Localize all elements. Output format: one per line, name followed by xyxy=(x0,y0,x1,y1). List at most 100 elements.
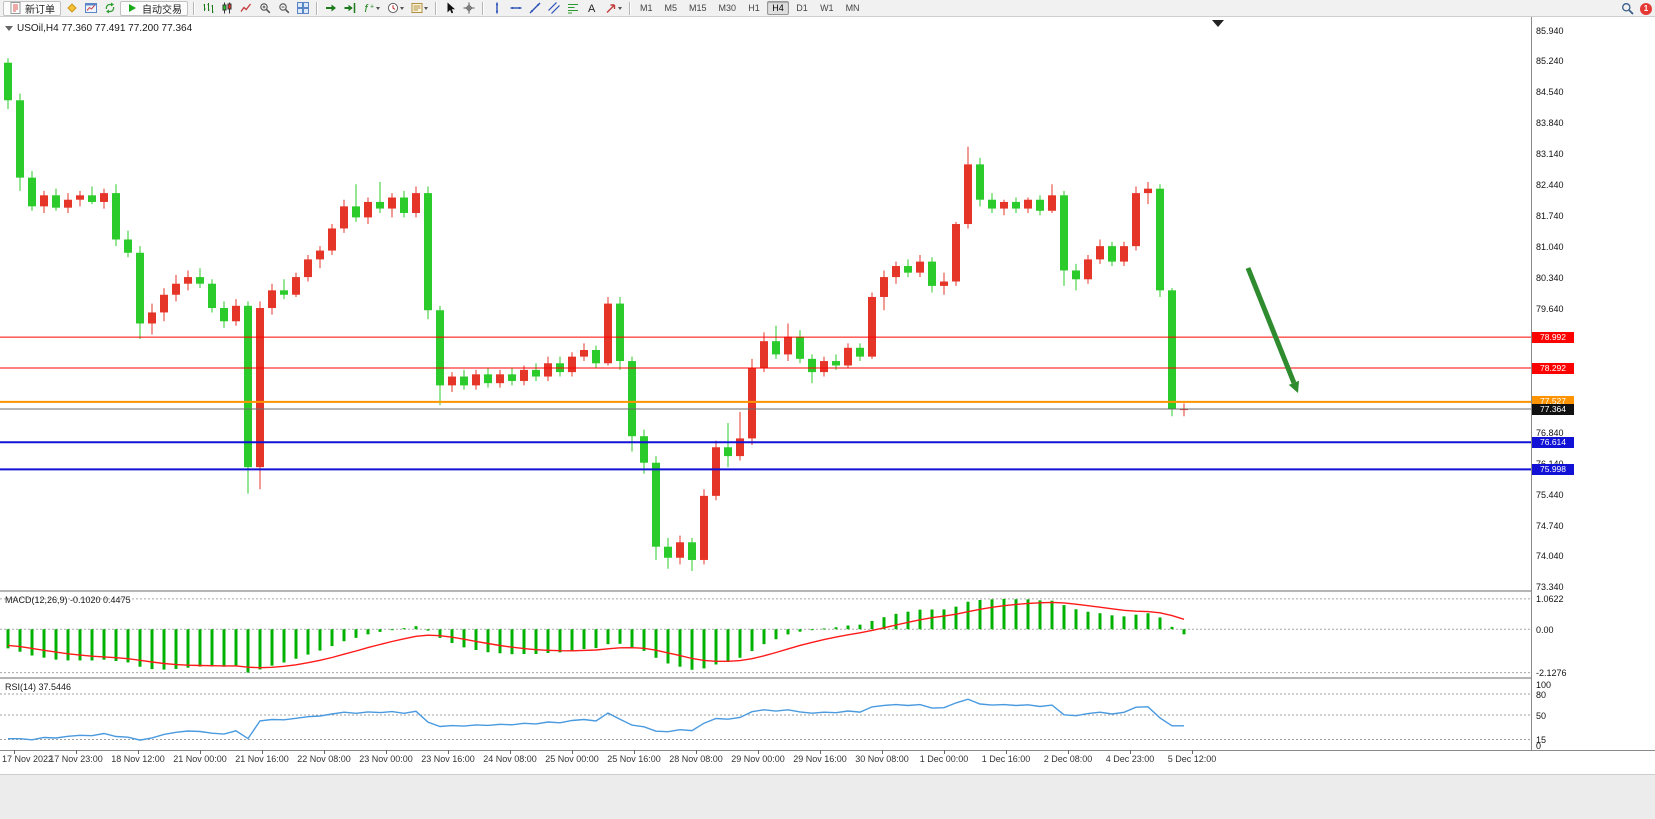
chart-shift-marker[interactable] xyxy=(1212,20,1224,27)
macd-histogram-bar xyxy=(234,629,238,666)
macd-histogram-bar xyxy=(606,629,610,645)
candle-up xyxy=(160,294,168,313)
time-label: 4 Dec 23:00 xyxy=(1105,754,1155,764)
chart-window-button[interactable] xyxy=(82,1,99,16)
time-axis[interactable]: 17 Nov 2022 17 Nov 23:00 18 Nov 12:00 21 No… xyxy=(0,750,1531,773)
notification-badge[interactable]: 1 xyxy=(1640,2,1652,15)
line-chart-button[interactable] xyxy=(237,1,254,16)
search-button[interactable] xyxy=(1619,1,1636,16)
toolbar-separator xyxy=(316,1,317,15)
cursor-button[interactable] xyxy=(441,1,458,16)
timeframe-d1-button[interactable]: D1 xyxy=(791,1,813,15)
templates-icon xyxy=(410,2,423,15)
price-tick-label: 84.540 xyxy=(1536,87,1564,98)
timeframe-h4-button[interactable]: H4 xyxy=(767,1,790,15)
zoom-out-button[interactable] xyxy=(275,1,292,16)
candle-up xyxy=(64,199,72,208)
macd-histogram-bar xyxy=(318,629,322,651)
chart-plot-area[interactable] xyxy=(0,17,1531,590)
macd-histogram-bar xyxy=(534,629,538,654)
candle-down xyxy=(724,447,732,457)
chart-shift-button[interactable] xyxy=(341,1,358,16)
candle-up xyxy=(268,290,276,309)
channel-button[interactable] xyxy=(545,1,562,16)
price-tick-label: 76.840 xyxy=(1536,427,1564,438)
price-axis[interactable]: 85.940 85.240 84.540 83.840 83.140 82.440 81.7… xyxy=(1532,17,1655,751)
time-tick xyxy=(696,750,697,754)
templates-button[interactable] xyxy=(408,1,430,16)
channel-icon xyxy=(547,2,560,15)
arrow-annotation[interactable] xyxy=(1245,267,1297,384)
macd-histogram-bar xyxy=(1110,615,1114,630)
favorites-button[interactable] xyxy=(63,1,80,16)
vertical-line-button[interactable] xyxy=(488,1,505,16)
time-label: 24 Nov 08:00 xyxy=(483,754,537,764)
macd-histogram-bar xyxy=(6,629,10,649)
macd-panel[interactable] xyxy=(0,593,1531,677)
macd-histogram-bar xyxy=(474,629,478,650)
timeframe-m15-button[interactable]: M15 xyxy=(684,1,712,15)
macd-histogram-bar xyxy=(366,629,370,635)
macd-histogram-bar xyxy=(546,629,550,653)
fibonacci-button[interactable] xyxy=(564,1,581,16)
candle-up xyxy=(148,312,156,324)
tile-windows-button[interactable] xyxy=(294,1,311,16)
text-button[interactable]: A xyxy=(583,1,600,16)
macd-histogram-bar xyxy=(162,629,166,670)
candle-up xyxy=(472,374,480,386)
time-label: 17 Nov 23:00 xyxy=(49,754,103,764)
candle-up xyxy=(520,369,528,381)
arrow-annotation-head[interactable] xyxy=(1288,380,1300,393)
candle-down xyxy=(196,277,204,284)
price-tick-label: 74.040 xyxy=(1536,551,1564,562)
macd-histogram-bar xyxy=(906,611,910,630)
candlestick-button[interactable] xyxy=(218,1,235,16)
rsi-panel[interactable] xyxy=(0,680,1531,750)
macd-histogram-bar xyxy=(186,629,190,668)
macd-histogram-bar xyxy=(786,629,790,635)
candle-up xyxy=(784,336,792,355)
autotrading-button[interactable]: 自动交易 xyxy=(120,0,188,16)
new-order-button[interactable]: 新订单 xyxy=(3,0,61,16)
one-click-trading-toggle[interactable] xyxy=(5,26,13,31)
timeframe-h1-button[interactable]: H1 xyxy=(743,1,765,15)
arrows-button[interactable] xyxy=(602,1,624,16)
timeframe-m5-button[interactable]: M5 xyxy=(660,1,683,15)
panel-separator[interactable] xyxy=(0,677,1655,680)
zoom-in-button[interactable] xyxy=(256,1,273,16)
toolbar-separator xyxy=(193,1,194,15)
macd-histogram-bar xyxy=(750,629,754,652)
toolbar-separator xyxy=(629,1,630,15)
macd-histogram-bar xyxy=(54,629,58,660)
bar-chart-button[interactable] xyxy=(199,1,216,16)
auto-scroll-button[interactable] xyxy=(322,1,339,16)
macd-histogram-bar xyxy=(1014,599,1018,630)
macd-histogram-bar xyxy=(198,629,202,667)
macd-histogram-bar xyxy=(990,599,994,630)
macd-histogram-bar xyxy=(42,629,46,658)
trendline-button[interactable] xyxy=(526,1,543,16)
candle-up xyxy=(232,305,240,322)
macd-histogram-bar xyxy=(894,613,898,630)
indicators-button[interactable]: f + xyxy=(360,1,382,16)
macd-histogram-bar xyxy=(1062,605,1066,630)
horizontal-line-button[interactable] xyxy=(507,1,524,16)
crosshair-button[interactable] xyxy=(460,1,477,16)
timeframe-mn-button[interactable]: MN xyxy=(841,1,865,15)
macd-histogram-bar xyxy=(1146,613,1150,630)
candle-down xyxy=(616,303,624,362)
panel-separator[interactable] xyxy=(0,590,1655,593)
macd-histogram-bar xyxy=(702,629,706,669)
candle-down xyxy=(628,361,636,437)
macd-signal-line xyxy=(7,601,1185,669)
timeframe-m1-button[interactable]: M1 xyxy=(635,1,658,15)
timeframe-w1-button[interactable]: W1 xyxy=(815,1,839,15)
refresh-button[interactable] xyxy=(101,1,118,16)
time-label: 2 Dec 08:00 xyxy=(1043,754,1093,764)
candle-up xyxy=(712,447,720,496)
periods-button[interactable] xyxy=(384,1,406,16)
time-tick xyxy=(14,750,15,754)
timeframe-m30-button[interactable]: M30 xyxy=(714,1,742,15)
candle-up xyxy=(496,374,504,384)
candle-down xyxy=(592,350,600,364)
